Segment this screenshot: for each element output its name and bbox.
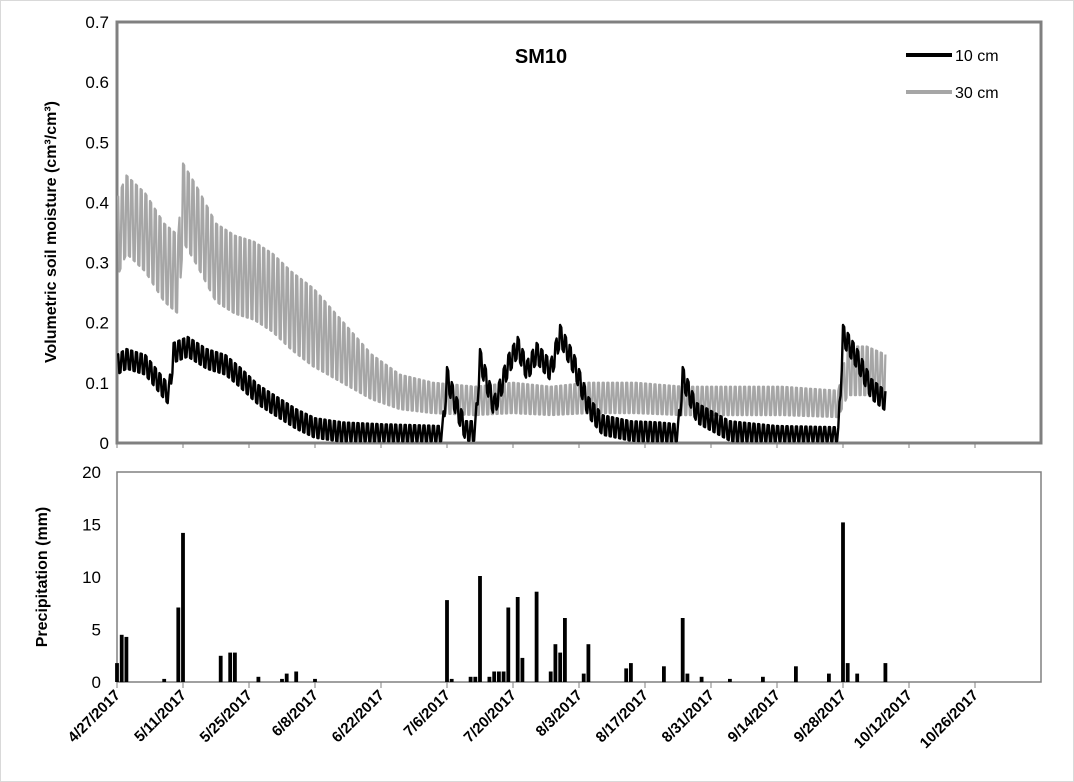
chart-title: SM10 [515,46,567,68]
soil-moisture-y-tick-label: 0.2 [85,314,109,333]
precipitation-bar [181,532,185,682]
precipitation-bar [501,671,506,682]
soil-moisture-y-tick-label: 0.5 [85,133,109,152]
precipitation-bar [119,634,124,683]
x-tick-label: 9/28/2017 [791,687,850,746]
precipitation-bar [624,668,629,682]
precipitation-bar [685,673,690,682]
precipitation-bar [563,618,567,682]
soil-moisture-y-tick-label: 0.1 [85,374,109,393]
precipitation-bar [883,663,888,682]
precipitation-bar [124,636,129,682]
precipitation-bar [233,652,237,682]
precipitation-bar [256,676,261,683]
precipitation-bar [534,591,539,682]
precipitation-bar [548,671,553,682]
precipitation-bar [445,600,449,682]
soil-moisture-y-tick-label: 0.7 [85,13,109,32]
soil-moisture-y-tick-label: 0.6 [85,73,109,92]
soil-moisture-y-tick-label: 0 [100,434,109,453]
precipitation-bar [473,676,478,683]
precipitation-y-axis-title: Precipitation (mm) [34,507,51,647]
x-tick-label: 6/22/2017 [329,687,388,746]
x-tick-label: 10/26/2017 [917,687,982,752]
x-tick-label: 8/3/2017 [533,687,586,740]
precipitation-bar [515,597,520,682]
x-tick-label: 7/20/2017 [461,687,520,746]
precipitation-bar [468,676,473,683]
precipitation-bar [728,678,732,682]
x-tick-label: 9/14/2017 [725,687,784,746]
precipitation-bar [841,522,845,682]
precipitation-bar [313,678,317,682]
x-tick-label: 5/25/2017 [197,687,256,746]
precipitation-bar [506,607,511,682]
precipitation-bar [115,663,119,682]
precipitation-bar [449,678,454,682]
precipitation-bar [629,663,633,682]
series-line-10cm [117,323,887,443]
precipitation-bar [558,652,563,682]
soil-moisture-y-tick-label: 0.4 [85,193,109,212]
precipitation-y-tick-label: 0 [92,673,101,692]
soil-moisture-series-group [117,162,887,443]
precipitation-y-ticks: 0 5 10 15 20 [82,463,101,692]
x-tick-label: 6/8/2017 [269,687,322,740]
x-tick-label: 10/12/2017 [851,687,916,752]
x-tick-label: 4/27/2017 [65,687,124,746]
precipitation-y-tick-label: 5 [92,621,101,640]
precipitation-bar [761,676,765,683]
precipitation-bar [553,644,558,682]
precipitation-y-tick-label: 10 [82,568,101,587]
precipitation-bar [699,676,704,683]
x-tick-label: 8/31/2017 [659,687,718,746]
precipitation-bar [492,671,497,682]
precipitation-bar [228,652,233,682]
precipitation-bar [478,576,482,682]
precipitation-bar [162,678,167,682]
precipitation-bar [218,655,223,683]
precipitation-bar [586,644,591,682]
precipitation-bar [581,673,586,682]
x-tick-label: 8/17/2017 [593,687,652,746]
precipitation-bar [176,607,181,682]
precipitation-y-tick-label: 20 [82,463,101,482]
precipitation-bar [855,673,860,682]
precipitation-bar [294,671,299,682]
precipitation-bar [497,671,501,682]
precipitation-bar [680,618,685,682]
series-line-30cm [117,162,887,419]
soil-moisture-y-tick-label: 0.3 [85,254,109,273]
precipitation-bars-group [115,522,888,683]
precipitation-bar [794,666,798,683]
soil-moisture-y-ticks: 0 0.1 0.2 0.3 0.4 0.5 0.6 0.7 [85,13,109,453]
precipitation-bar [845,663,850,682]
precipitation-bar [280,678,284,682]
soil-moisture-y-axis-title: Volumetric soil moisture (cm³/cm³) [43,101,60,363]
x-tick-label: 5/11/2017 [131,687,190,746]
legend-label-10cm: 10 cm [955,48,999,65]
precipitation-plot-area [116,471,1042,683]
legend-label-30cm: 30 cm [955,85,999,102]
precipitation-y-tick-label: 15 [82,516,101,535]
precipitation-bar [827,673,831,682]
precipitation-bar [487,676,492,683]
x-tick-label: 7/6/2017 [401,687,454,740]
precipitation-bar [284,673,289,682]
precipitation-bar [520,657,525,682]
precipitation-bar [662,666,666,683]
